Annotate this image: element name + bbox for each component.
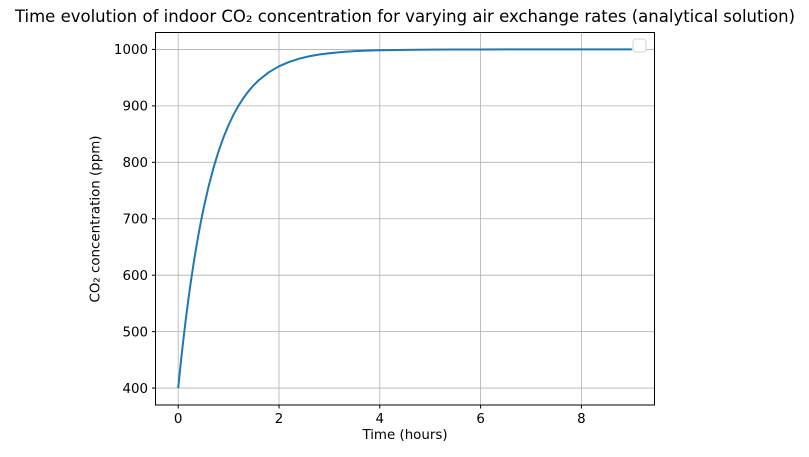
y-tick-label: 1000 bbox=[114, 43, 148, 58]
y-tick-label: 400 bbox=[122, 382, 148, 397]
legend-box bbox=[632, 38, 647, 53]
y-tick-label: 900 bbox=[122, 100, 148, 115]
y-axis-label: CO₂ concentration (ppm) bbox=[88, 135, 104, 303]
co2-curve bbox=[177, 48, 632, 389]
chart-title: Time evolution of indoor CO₂ concentrati… bbox=[14, 7, 796, 26]
x-tick-label: 8 bbox=[577, 412, 586, 427]
x-tick-label: 0 bbox=[174, 412, 183, 427]
y-tick-label: 600 bbox=[122, 269, 148, 284]
x-tick-label: 4 bbox=[376, 412, 385, 427]
x-axis-label: Time (hours) bbox=[362, 428, 448, 443]
y-tick-label: 500 bbox=[122, 325, 148, 340]
x-tick-label: 2 bbox=[275, 412, 284, 427]
y-tick-label: 700 bbox=[122, 212, 148, 227]
y-tick-label: 800 bbox=[122, 156, 148, 171]
x-tick-label: 6 bbox=[476, 412, 485, 427]
